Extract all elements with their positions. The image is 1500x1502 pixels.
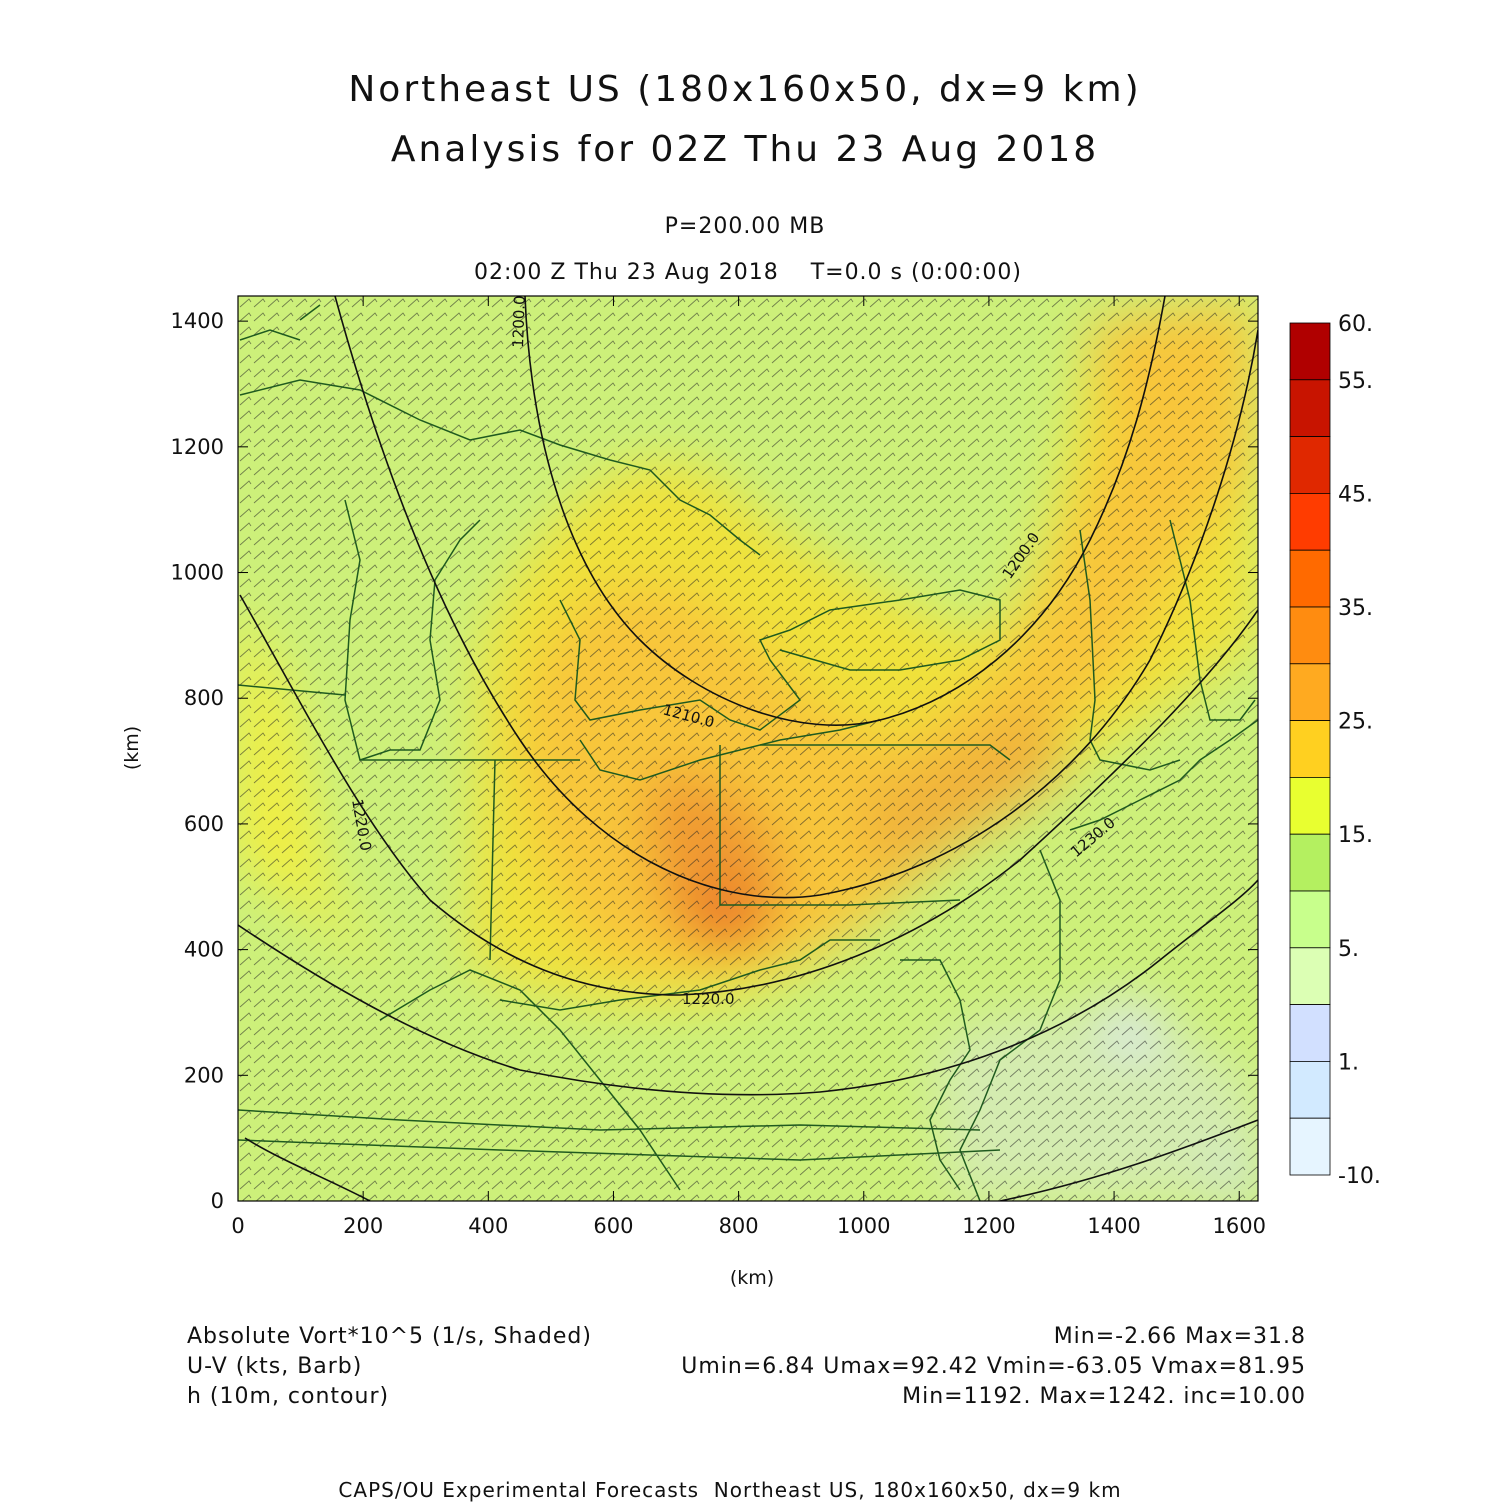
colorbar-segment (1289, 492, 1331, 551)
colorbar-label: 1. (1338, 1050, 1359, 1075)
x-tick-label: 0 (231, 1214, 244, 1238)
x-tick-label: 1000 (837, 1214, 890, 1238)
legend-shaded-field: Absolute Vort*10^5 (1/s, Shaded) (187, 1324, 592, 1349)
contour-1230 (238, 879, 1258, 1096)
colorbar-segment (1289, 606, 1331, 665)
y-tick-label: 0 (211, 1189, 224, 1213)
colorbar-segment (1289, 379, 1331, 437)
colorbar-segment (1289, 833, 1331, 892)
colorbar-label: 55. (1338, 369, 1373, 394)
colorbar-segment (1289, 322, 1331, 381)
y-tick-label: 800 (184, 686, 224, 710)
contour-1240 (244, 1119, 1258, 1201)
coastlines-and-borders (238, 304, 1258, 1201)
colorbar-segment (1289, 549, 1331, 608)
colorbar-segment (1289, 436, 1331, 494)
colorbar-labels: 60. 55. 45. 35. 25. 15. 5. 1. -10. (1338, 312, 1381, 1189)
y-tick-label: 400 (184, 938, 224, 962)
legend-height-range: Min=1192. Max=1242. inc=10.00 (902, 1384, 1306, 1409)
colorbar-label: 15. (1338, 823, 1373, 848)
contour-1220 (239, 594, 1258, 996)
colorbar-segment (1289, 890, 1331, 949)
colorbar-segment (1289, 1061, 1331, 1119)
legend-vort-range: Min=-2.66 Max=31.8 (1053, 1324, 1306, 1349)
pressure-level: P=200.00 MB (664, 214, 826, 239)
colorbar-label: 25. (1338, 710, 1373, 735)
legend-wind-barbs: U-V (kts, Barb) (187, 1354, 363, 1379)
colorbar (1289, 322, 1331, 1176)
map-area (238, 296, 1258, 1201)
x-tick-labels: 0 200 400 600 800 1000 1200 1400 1600 (231, 1214, 1266, 1238)
axis-ticks (237, 296, 1258, 1202)
colorbar-label: 45. (1338, 482, 1373, 507)
colorbar-segment (1289, 663, 1331, 721)
colorbar-segment (1289, 777, 1331, 835)
y-tick-label: 600 (184, 812, 224, 836)
x-tick-label: 600 (593, 1214, 633, 1238)
x-tick-label: 800 (719, 1214, 759, 1238)
map-title-line2: Analysis for 02Z Thu 23 Aug 2018 (390, 129, 1100, 170)
x-tick-label: 1400 (1087, 1214, 1140, 1238)
colorbar-segment (1289, 1004, 1331, 1062)
colorbar-segment (1289, 947, 1331, 1005)
colorbar-segment (1289, 720, 1331, 778)
x-tick-label: 200 (343, 1214, 383, 1238)
y-tick-label: 1200 (171, 435, 224, 459)
y-tick-label: 200 (184, 1063, 224, 1087)
y-tick-label: 1000 (171, 561, 224, 585)
contour-label-1200b: 1200.0 (509, 295, 529, 348)
y-tick-label: 1400 (171, 309, 224, 333)
plot-frame (237, 295, 1259, 1202)
y-axis-label: (km) (121, 726, 143, 770)
x-axis-label: (km) (730, 1267, 774, 1289)
contour-1210 (334, 296, 1258, 899)
colorbar-label: 5. (1338, 937, 1359, 962)
colorbar-label: 35. (1338, 596, 1373, 621)
footer-credit: CAPS/OU Experimental Forecasts Northeast… (338, 1478, 1122, 1502)
x-tick-label: 1200 (962, 1214, 1015, 1238)
y-tick-labels: 0 200 400 600 800 1000 1200 1400 (171, 309, 224, 1213)
legend-height-contour: h (10m, contour) (187, 1384, 390, 1409)
colorbar-label: 60. (1338, 312, 1373, 337)
contour-label-1220b: 1220.0 (682, 990, 735, 1008)
colorbar-segment (1289, 1117, 1331, 1176)
map-title-line1: Northeast US (180x160x50, dx=9 km) (348, 69, 1142, 110)
colorbar-label: -10. (1338, 1164, 1381, 1189)
valid-time: 02:00 Z Thu 23 Aug 2018 T=0.0 s (0:00:00… (474, 260, 1022, 285)
x-tick-label: 400 (468, 1214, 508, 1238)
x-tick-label: 1600 (1213, 1214, 1266, 1238)
legend-wind-range: Umin=6.84 Umax=92.42 Vmin=-63.05 Vmax=81… (681, 1354, 1306, 1379)
height-contours (238, 296, 1258, 1201)
contour-1200 (524, 296, 1166, 727)
